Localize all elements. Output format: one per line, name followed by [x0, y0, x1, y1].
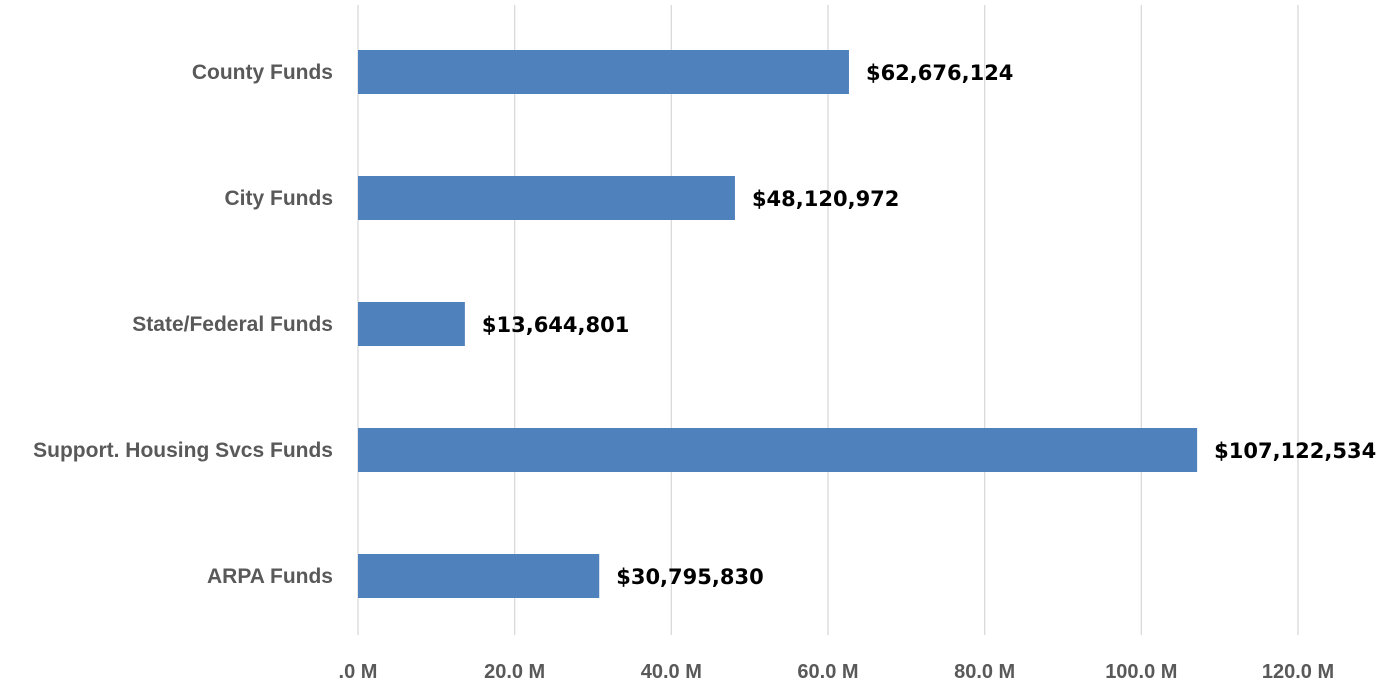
category-label: City Funds: [225, 187, 334, 210]
data-label: $62,676,124: [866, 61, 1013, 85]
data-label: $30,795,830: [616, 565, 763, 589]
category-label: State/Federal Funds: [132, 313, 333, 336]
gridlines: [357, 5, 1299, 635]
x-tick-label: 120.0 M: [1262, 661, 1334, 683]
bars: [358, 50, 1198, 598]
bar: [358, 554, 600, 598]
x-tick-label: 60.0 M: [797, 661, 858, 683]
data-label: $13,644,801: [482, 313, 629, 337]
data-label: $48,120,972: [752, 187, 899, 211]
category-label: County Funds: [192, 61, 333, 84]
x-tick-label: 80.0 M: [954, 661, 1015, 683]
x-tick-label: 100.0 M: [1105, 661, 1177, 683]
data-labels: $62,676,124 $48,120,972 $13,644,801 $107,12…: [482, 61, 1376, 589]
x-tick-label: .0 M: [339, 661, 378, 683]
x-tick-label: 40.0 M: [641, 661, 702, 683]
bar: [358, 50, 849, 94]
category-labels: County Funds City Funds State/Federal Fund…: [33, 61, 333, 588]
category-label: ARPA Funds: [207, 565, 333, 588]
bar: [358, 302, 465, 346]
data-label: $107,122,534: [1214, 439, 1376, 463]
x-axis-tick-labels: .0 M 20.0 M 40.0 M 60.0 M 80.0 M 100.0 M 120.0…: [339, 661, 1335, 683]
x-tick-label: 20.0 M: [484, 661, 545, 683]
bar: [358, 176, 735, 220]
bar: [358, 428, 1198, 472]
category-label: Support. Housing Svcs Funds: [33, 439, 333, 462]
